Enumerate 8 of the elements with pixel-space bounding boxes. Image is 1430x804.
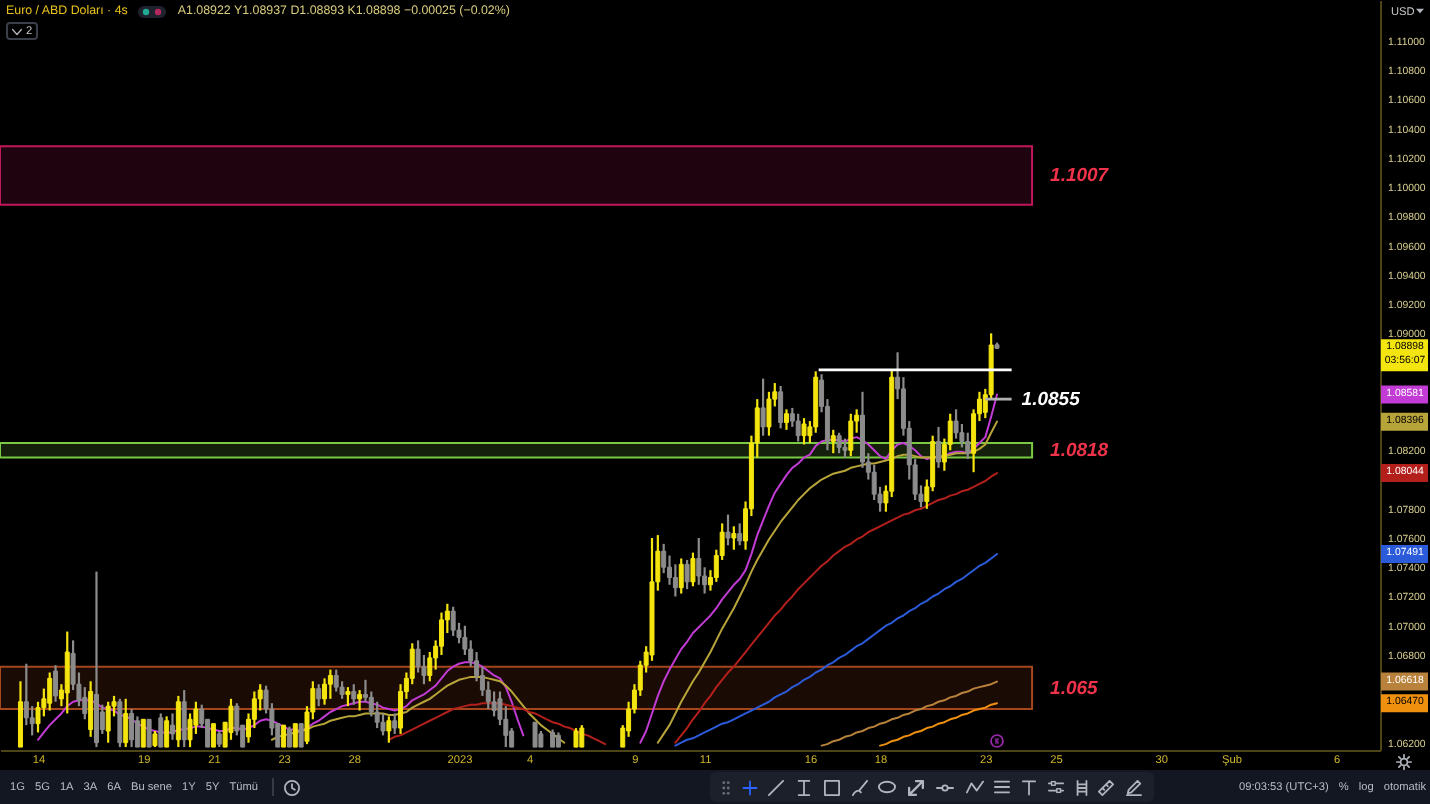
line-series [879, 702, 998, 747]
line-series [674, 552, 998, 747]
band-label: 1.0818 [1050, 440, 1110, 463]
line-series [820, 680, 998, 747]
band-label: 1.1007 [1050, 165, 1110, 188]
ref-line-label: 1.0855 [1021, 389, 1082, 412]
candlestick [298, 723, 304, 748]
band-label: 1.065 [1050, 677, 1100, 700]
